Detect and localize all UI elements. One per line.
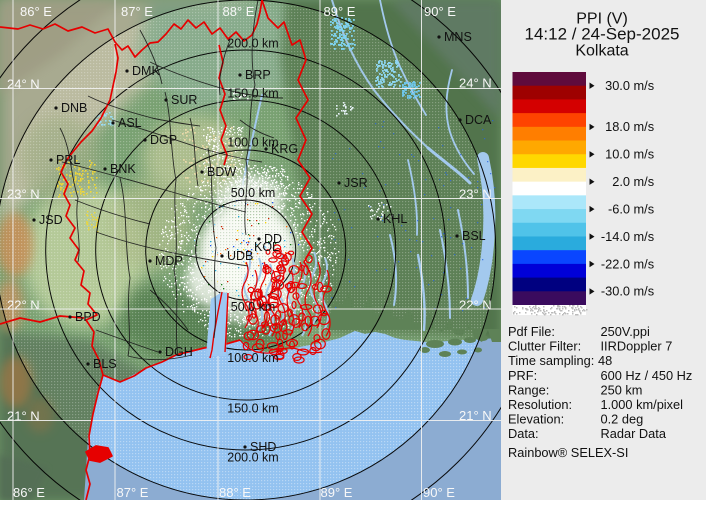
svg-text:23° N: 23° N	[7, 187, 40, 202]
svg-text:Resolution:: Resolution:	[508, 397, 572, 412]
svg-text:88° E: 88° E	[219, 485, 251, 500]
svg-text:48: 48	[598, 353, 612, 368]
svg-text:Data:: Data:	[508, 426, 539, 441]
svg-text:1.000 km/pixel: 1.000 km/pixel	[601, 397, 684, 412]
svg-text:DCA: DCA	[465, 113, 492, 127]
svg-text:KRG: KRG	[271, 142, 298, 156]
svg-text:IIRDoppler 7: IIRDoppler 7	[601, 339, 673, 354]
svg-text:23° N: 23° N	[459, 187, 492, 202]
svg-text:24° N: 24° N	[7, 77, 40, 92]
svg-text:90° E: 90° E	[423, 485, 455, 500]
svg-text:BPD: BPD	[75, 310, 101, 324]
svg-text:22° N: 22° N	[459, 298, 492, 313]
svg-text:2.0: 2.0	[612, 174, 630, 189]
svg-text:BRP: BRP	[245, 68, 271, 82]
svg-text:21° N: 21° N	[7, 409, 40, 424]
svg-text:Radar Data: Radar Data	[601, 426, 667, 441]
svg-text:-30.0: -30.0	[601, 284, 630, 299]
svg-text:BSL: BSL	[462, 229, 486, 243]
svg-text:89° E: 89° E	[321, 485, 353, 500]
svg-text:22° N: 22° N	[7, 298, 40, 313]
svg-text:m/s: m/s	[634, 119, 655, 134]
svg-text:87° E: 87° E	[121, 4, 153, 19]
svg-text:m/s: m/s	[634, 201, 655, 216]
svg-text:150.0 km: 150.0 km	[227, 402, 278, 416]
svg-text:UDB: UDB	[227, 249, 253, 263]
svg-text:JSD: JSD	[39, 213, 63, 227]
svg-text:DD: DD	[264, 232, 282, 246]
svg-text:-22.0: -22.0	[601, 256, 630, 271]
svg-text:600 Hz / 450 Hz: 600 Hz / 450 Hz	[601, 368, 693, 383]
svg-text:DMK: DMK	[132, 64, 160, 78]
svg-text:14:12 / 24-Sep-2025: 14:12 / 24-Sep-2025	[524, 25, 679, 44]
svg-text:Elevation:: Elevation:	[508, 412, 564, 427]
svg-text:DGH: DGH	[165, 345, 193, 359]
svg-text:86° E: 86° E	[13, 485, 45, 500]
svg-text:89° E: 89° E	[324, 4, 356, 19]
svg-text:Kolkata: Kolkata	[575, 43, 628, 60]
svg-text:100.0 km: 100.0 km	[227, 351, 278, 365]
svg-text:KOL: KOL	[254, 240, 279, 254]
svg-text:BDW: BDW	[207, 165, 236, 179]
svg-text:200.0 km: 200.0 km	[227, 451, 278, 465]
svg-text:Pdf File:: Pdf File:	[508, 324, 555, 339]
svg-text:Time sampling:: Time sampling:	[508, 353, 594, 368]
svg-text:Clutter Filter:: Clutter Filter:	[508, 339, 581, 354]
svg-text:86° E: 86° E	[20, 4, 52, 19]
svg-text:DGP: DGP	[150, 133, 177, 147]
svg-text:-14.0: -14.0	[601, 229, 630, 244]
svg-text:24° N: 24° N	[459, 76, 492, 91]
svg-text:MDP: MDP	[155, 254, 183, 268]
svg-text:150.0 km: 150.0 km	[227, 87, 278, 101]
svg-text:BLS: BLS	[93, 357, 117, 371]
svg-text:PPI (V): PPI (V)	[576, 11, 628, 28]
svg-text:18.0: 18.0	[605, 119, 630, 134]
svg-text:JSR: JSR	[344, 176, 368, 190]
svg-text:200.0 km: 200.0 km	[227, 37, 278, 51]
svg-text:DNB: DNB	[61, 101, 87, 115]
svg-text:PRL: PRL	[56, 153, 80, 167]
svg-text:PRF:: PRF:	[508, 368, 537, 383]
svg-text:100.0 km: 100.0 km	[227, 136, 278, 150]
svg-text:m/s: m/s	[634, 284, 655, 299]
svg-text:BNK: BNK	[110, 162, 136, 176]
svg-text:m/s: m/s	[634, 147, 655, 162]
svg-text:10.0: 10.0	[605, 147, 630, 162]
svg-text:88° E: 88° E	[223, 4, 255, 19]
svg-text:50.0 km: 50.0 km	[231, 300, 275, 314]
svg-text:Rainbow® SELEX-SI: Rainbow® SELEX-SI	[508, 445, 628, 460]
svg-text:SHD: SHD	[250, 440, 276, 454]
svg-text:m/s: m/s	[634, 78, 655, 93]
svg-text:250V.ppi: 250V.ppi	[601, 324, 650, 339]
svg-text:87° E: 87° E	[117, 485, 149, 500]
svg-text:0.2 deg: 0.2 deg	[601, 412, 644, 427]
svg-text:90° E: 90° E	[424, 4, 456, 19]
svg-text:m/s: m/s	[634, 256, 655, 271]
svg-text:MNS: MNS	[444, 30, 472, 44]
svg-text:-6.0: -6.0	[608, 201, 630, 216]
svg-text:m/s: m/s	[634, 229, 655, 244]
svg-text:ASL: ASL	[118, 116, 142, 130]
svg-text:m/s: m/s	[634, 174, 655, 189]
svg-text:250 km: 250 km	[601, 382, 643, 397]
svg-text:SUR: SUR	[171, 93, 197, 107]
svg-text:50.0 km: 50.0 km	[231, 186, 275, 200]
svg-text:21° N: 21° N	[459, 408, 492, 423]
svg-text:KHL: KHL	[383, 212, 407, 226]
svg-text:Range:: Range:	[508, 382, 549, 397]
svg-text:30.0: 30.0	[605, 78, 630, 93]
